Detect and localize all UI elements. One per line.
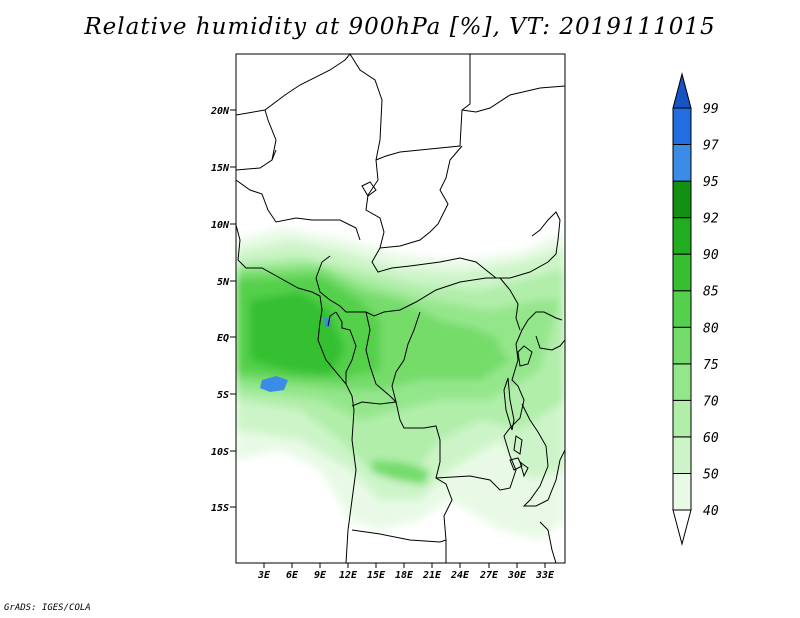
country-borders — [236, 54, 565, 563]
lon-label: 12E — [339, 570, 358, 581]
map-frame — [235, 53, 566, 564]
colorbar-segment — [672, 253, 692, 292]
lakes — [361, 181, 533, 478]
lat-label: 5S — [217, 390, 229, 401]
lon-label: 21E — [422, 570, 442, 581]
colorbar-segment — [672, 509, 692, 546]
colorbar-label: 75 — [703, 358, 719, 373]
colorbar-segment — [672, 436, 692, 474]
lat-label: 15N — [211, 163, 230, 174]
lon-label: 9E — [314, 570, 327, 581]
colorbar-segment — [672, 217, 692, 255]
lat-label: 10N — [211, 220, 230, 231]
colorbar-segment — [672, 399, 692, 438]
lon-label: 3E — [257, 570, 271, 581]
colorbar-segment — [672, 72, 692, 109]
colorbar-segment — [672, 144, 692, 182]
credit-text: GrADS: IGES/COLA — [4, 603, 91, 613]
colorbar-label: 95 — [703, 175, 719, 190]
lat-labels: 20N 15N 10N 5N EQ 5S 10S 15S — [210, 106, 230, 514]
colorbar-segment — [672, 472, 692, 511]
colorbar: 40 50 60 70 75 80 85 90 92 95 97 99 — [672, 72, 719, 546]
lon-label: 15E — [367, 570, 386, 581]
colorbar-segment — [672, 326, 692, 365]
lat-label: 15S — [211, 503, 229, 514]
lat-label: 20N — [210, 106, 230, 117]
lon-label: 33E — [535, 570, 555, 581]
colorbar-label: 50 — [703, 467, 719, 482]
lon-label: 30E — [507, 570, 527, 581]
colorbar-label: 92 — [703, 212, 719, 227]
lat-label: 5N — [217, 277, 230, 288]
lon-label: 27E — [479, 570, 499, 581]
colorbar-label: 70 — [703, 394, 719, 409]
lat-axis — [230, 109, 236, 508]
lon-label: 18E — [395, 570, 414, 581]
colorbar-label: 97 — [703, 139, 719, 154]
colorbar-segment — [672, 363, 692, 401]
lon-axis — [263, 563, 546, 568]
colorbar-segment — [672, 180, 692, 219]
colorbar-label: 85 — [703, 285, 719, 300]
humidity-field — [236, 54, 565, 563]
colorbar-label: 60 — [703, 431, 719, 446]
colorbar-label: 80 — [703, 321, 719, 336]
colorbar-label: 90 — [703, 248, 719, 263]
lon-labels: 3E 6E 9E 12E 15E 18E 21E 24E 27E 30E 33E — [257, 570, 555, 581]
colorbar-segment — [672, 107, 692, 146]
lat-label: 10S — [211, 447, 229, 458]
colorbar-label: 40 — [703, 504, 719, 519]
lon-label: 6E — [286, 570, 299, 581]
colorbar-label: 99 — [703, 102, 719, 117]
lat-label: EQ — [217, 333, 229, 344]
colorbar-segment — [672, 290, 692, 328]
chart-title: Relative humidity at 900hPa [%], VT: 201… — [84, 14, 716, 40]
lon-label: 24E — [450, 570, 470, 581]
